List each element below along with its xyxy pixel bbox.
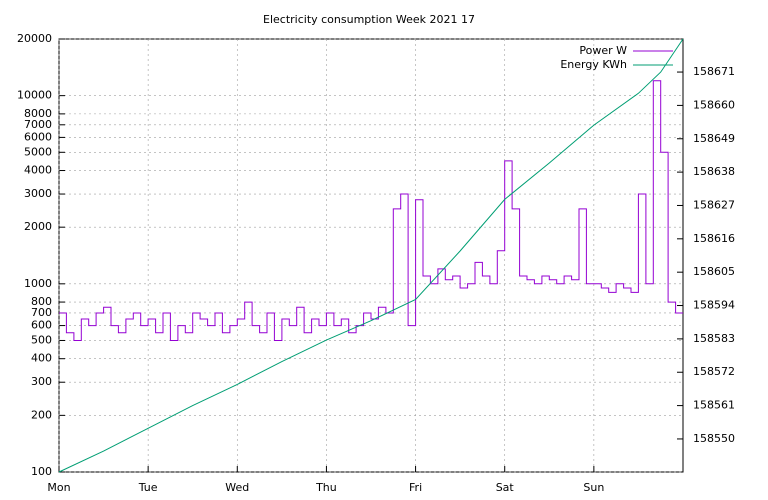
y-tick-label: 400 <box>31 352 52 365</box>
y2-tick-label: 158561 <box>693 399 735 412</box>
x-tick-label: Sat <box>496 481 515 494</box>
y-tick-label: 100 <box>31 465 52 478</box>
y2-tick-label: 158605 <box>693 265 735 278</box>
y2-tick-label: 158660 <box>693 98 735 111</box>
y-tick-label: 7000 <box>24 118 52 131</box>
y-tick-label: 600 <box>31 319 52 332</box>
y-tick-label: 5000 <box>24 145 52 158</box>
y-tick-label: 500 <box>31 333 52 346</box>
y-tick-label: 6000 <box>24 130 52 143</box>
chart-title: Electricity consumption Week 2021 17 <box>263 13 475 26</box>
x-tick-label: Fri <box>409 481 422 494</box>
y-tick-label: 200 <box>31 408 52 421</box>
y-tick-label: 3000 <box>24 187 52 200</box>
y2-tick-label: 158550 <box>693 432 735 445</box>
y-tick-label: 8000 <box>24 107 52 120</box>
x-tick-label: Wed <box>225 481 249 494</box>
x-tick-label: Tue <box>138 481 158 494</box>
y-tick-label: 2000 <box>24 220 52 233</box>
y2-tick-label: 158572 <box>693 365 735 378</box>
y2-tick-label: 158671 <box>693 65 735 78</box>
x-tick-label: Sun <box>583 481 604 494</box>
y-tick-label: 1000 <box>24 277 52 290</box>
y-tick-label: 4000 <box>24 164 52 177</box>
y2-tick-label: 158583 <box>693 332 735 345</box>
legend-label: Energy KWh <box>560 58 627 71</box>
y-tick-label: 20000 <box>17 32 52 45</box>
series-line <box>58 38 684 473</box>
legend-label: Power W <box>579 44 627 57</box>
y2-tick-label: 158594 <box>693 299 735 312</box>
y-tick-label: 300 <box>31 375 52 388</box>
series-line <box>59 80 683 341</box>
x-tick-label: Mon <box>47 481 70 494</box>
y-tick-label: 700 <box>31 306 52 319</box>
y-tick-label: 10000 <box>17 89 52 102</box>
y2-tick-label: 158638 <box>693 165 735 178</box>
y2-tick-label: 158649 <box>693 132 735 145</box>
x-tick-label: Thu <box>315 481 337 494</box>
y-tick-label: 800 <box>31 295 52 308</box>
y2-tick-label: 158616 <box>693 232 735 245</box>
plot-frame <box>58 38 684 473</box>
y2-tick-label: 158627 <box>693 198 735 211</box>
